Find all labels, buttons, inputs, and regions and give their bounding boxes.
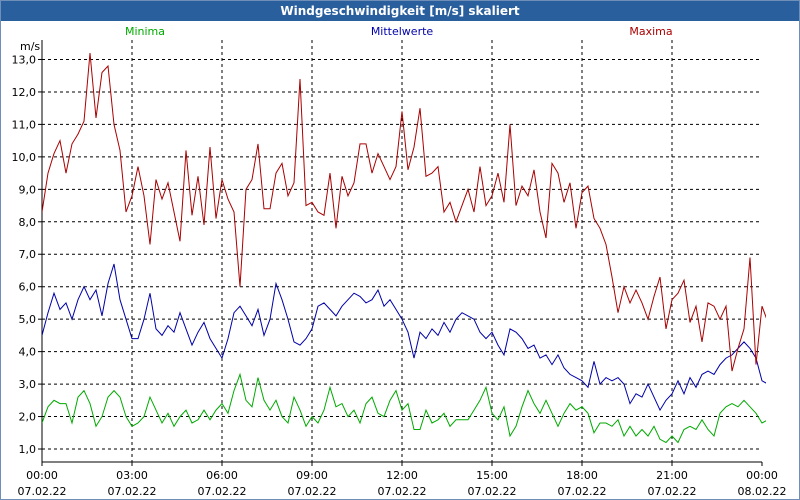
x-tick-time: 09:00 [296, 469, 328, 482]
x-tick-time: 18:00 [566, 469, 598, 482]
x-tick-date: 07.02.22 [108, 485, 157, 498]
x-tick-time: 15:00 [476, 469, 508, 482]
y-tick-label: 7,0 [19, 248, 37, 261]
y-tick-label: 3,0 [19, 378, 37, 391]
y-tick-label: 10,0 [12, 151, 37, 164]
legend-maxima: Maxima [629, 25, 672, 38]
x-tick-date: 07.02.22 [378, 485, 427, 498]
x-tick-labels: 00:00 07.02.22 03:00 07.02.22 06:00 07.02.22 0… [18, 469, 787, 498]
y-tick-label: 11,0 [12, 118, 37, 131]
window-title: Windgeschwindigkeit [m/s] skaliert [1, 1, 799, 21]
x-tick-date: 07.02.22 [198, 485, 247, 498]
y-tick-label: 4,0 [19, 346, 37, 359]
y-tick-label: 1,0 [19, 443, 37, 456]
grid [38, 40, 763, 466]
x-tick-date: 07.02.22 [648, 485, 697, 498]
x-tick-time: 03:00 [116, 469, 148, 482]
x-tick-time: 21:00 [656, 469, 688, 482]
x-tick-date: 07.02.22 [468, 485, 517, 498]
y-tick-label: 5,0 [19, 313, 37, 326]
x-tick-date: 08.02.22 [738, 485, 787, 498]
y-tick-label: 2,0 [19, 411, 37, 424]
x-tick-date: 07.02.22 [288, 485, 337, 498]
legend-mittelwerte: Mittelwerte [371, 25, 434, 38]
x-tick-time: 00:00 [746, 469, 778, 482]
y-tick-label: 8,0 [19, 216, 37, 229]
series-line-mittelwerte [42, 263, 766, 412]
series-group [42, 52, 766, 444]
x-tick-time: 06:00 [206, 469, 238, 482]
y-tick-label: 13,0 [12, 53, 37, 66]
y-axis-label: m/s [20, 40, 40, 53]
x-tick-date: 07.02.22 [18, 485, 67, 498]
series-line-minima [42, 372, 766, 444]
x-tick-time: 00:00 [26, 469, 58, 482]
legend: Minima Mittelwerte Maxima [125, 25, 673, 38]
y-tick-label: 12,0 [12, 86, 37, 99]
y-tick-label: 9,0 [19, 183, 37, 196]
x-tick-time: 12:00 [386, 469, 418, 482]
y-tick-labels: 1,0 2,0 3,0 4,0 5,0 6,0 7,0 8,0 9,0 10,0 11,0 12,0 1… [12, 53, 37, 456]
y-tick-label: 6,0 [19, 281, 37, 294]
x-tick-date: 07.02.22 [558, 485, 607, 498]
legend-minima: Minima [125, 25, 165, 38]
series-line-maxima [42, 52, 766, 372]
